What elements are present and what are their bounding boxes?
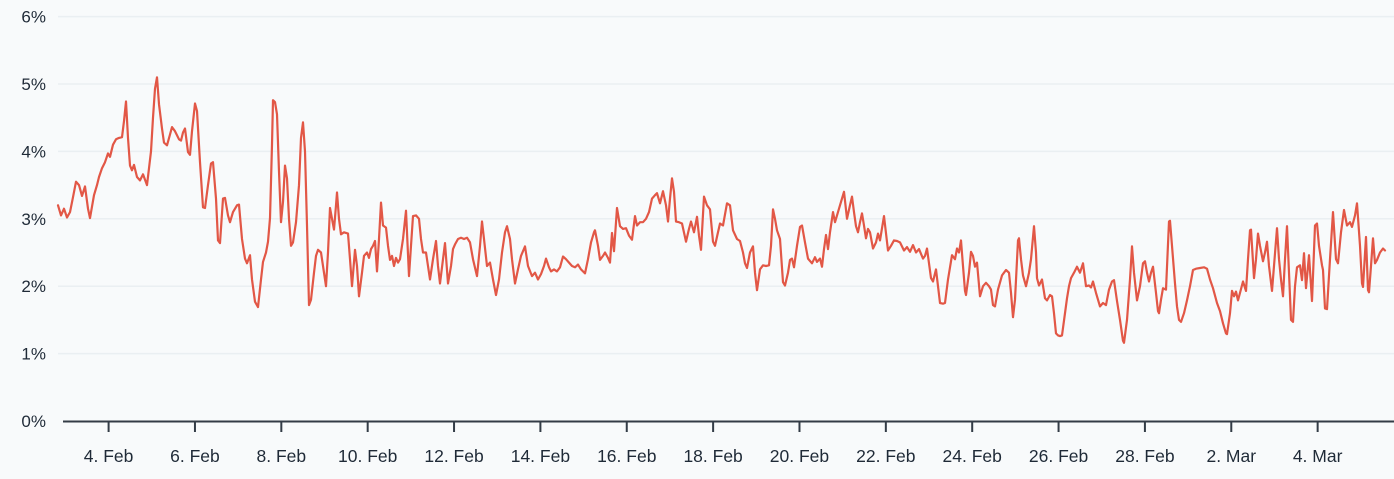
x-tick-label: 12. Feb [424,446,483,466]
x-tick-label: 10. Feb [338,446,397,466]
x-tick-label: 16. Feb [597,446,656,466]
y-tick-label: 3% [21,210,46,229]
data-series [56,76,1387,344]
x-tick-label: 6. Feb [170,446,220,466]
y-tick-label: 0% [21,412,46,431]
series-line [56,76,1387,344]
x-axis-labels: 4. Feb 6. Feb 8. Feb 10. Feb 12. Feb 14. Feb 1… [84,446,1343,466]
y-tick-label: 4% [21,142,46,161]
x-tick-label: 8. Feb [257,446,307,466]
x-axis [63,420,1394,432]
x-tick-label: 22. Feb [856,446,915,466]
x-tick-label: 26. Feb [1029,446,1088,466]
y-tick-label: 5% [21,75,46,94]
x-tick-label: 14. Feb [511,446,570,466]
x-tick-label: 18. Feb [683,446,742,466]
y-tick-label: 1% [21,345,46,364]
y-axis-labels: 0% 1% 2% 3% 4% 5% 6% [21,8,46,431]
x-tick-label: 28. Feb [1115,446,1174,466]
y-tick-label: 6% [21,8,46,27]
x-tick-label: 20. Feb [770,446,829,466]
x-tick-label: 2. Mar [1206,446,1256,466]
x-tick-label: 24. Feb [943,446,1002,466]
x-tick-label: 4. Mar [1293,446,1343,466]
x-tick-label: 4. Feb [84,446,134,466]
y-tick-label: 2% [21,277,46,296]
